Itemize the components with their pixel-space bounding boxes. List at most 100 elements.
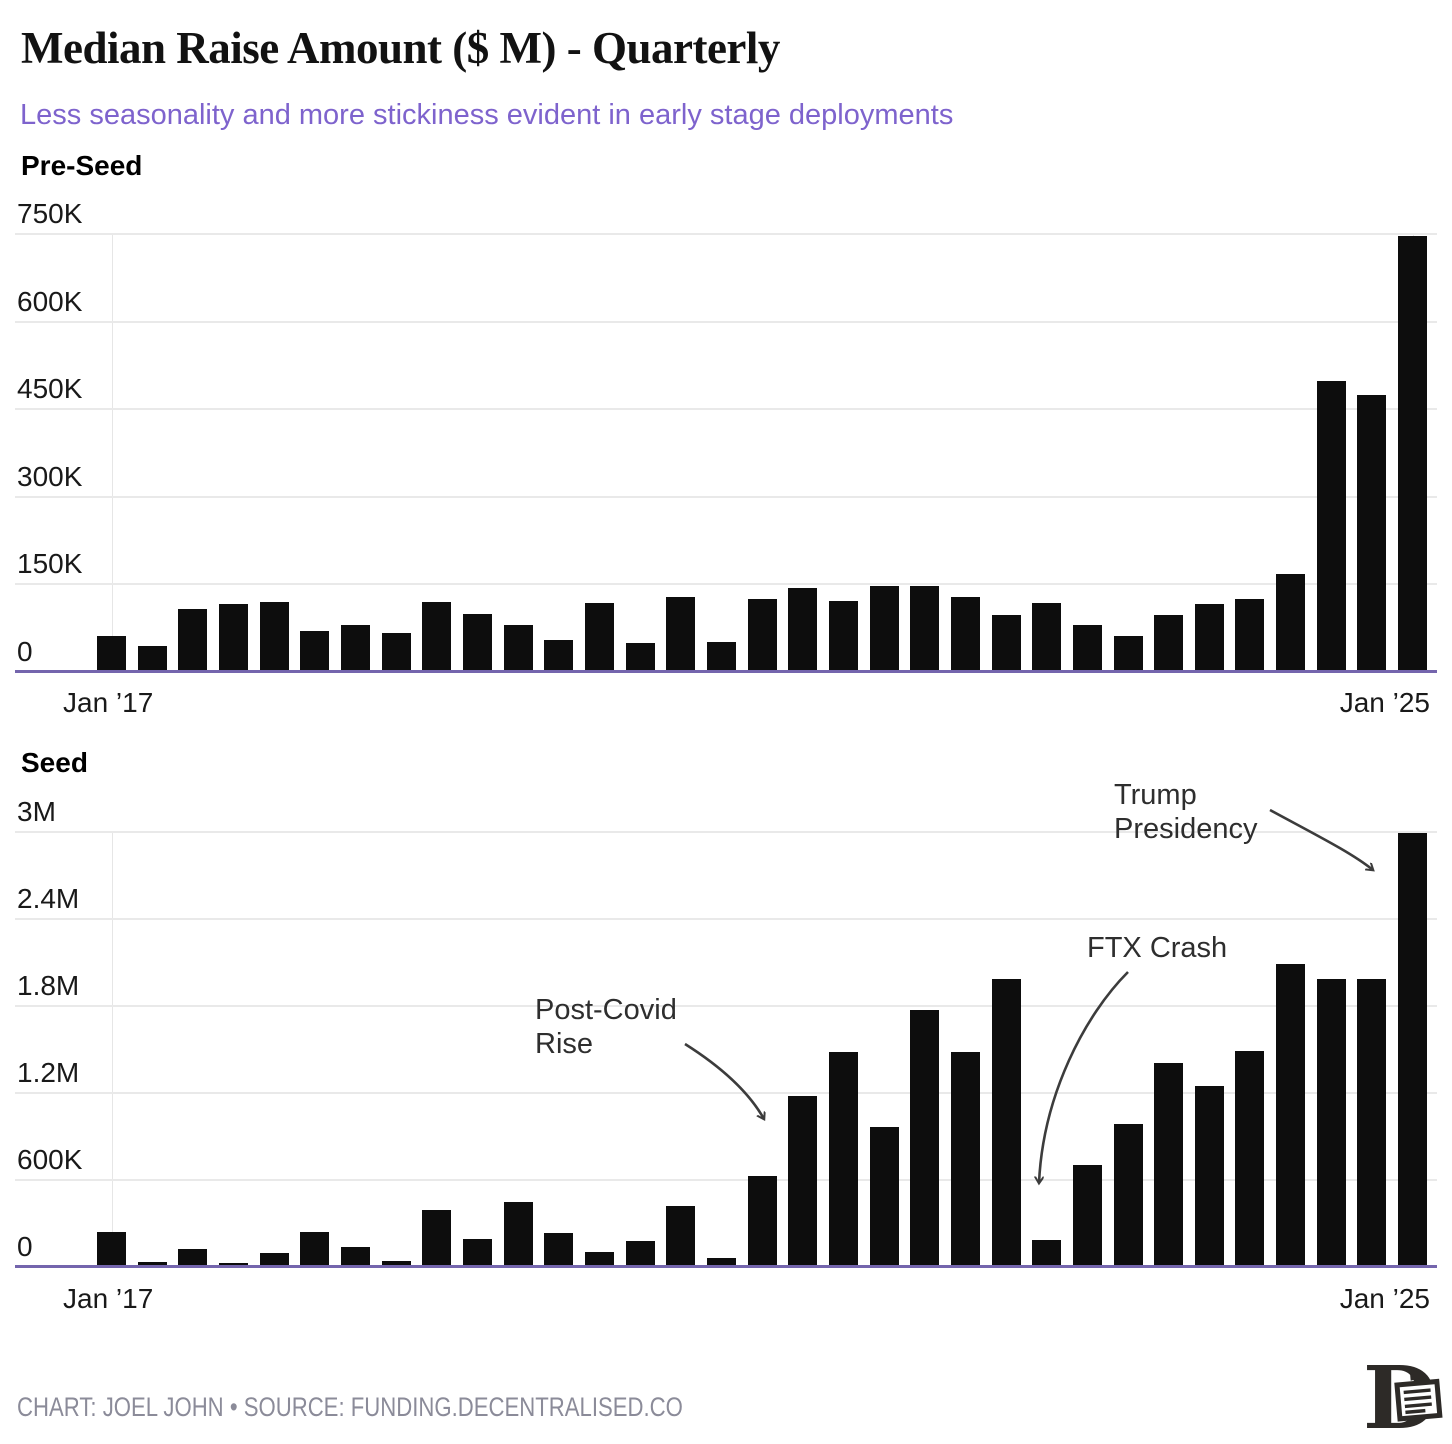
- bar-2018-q3: [340, 624, 370, 672]
- gridline: [15, 1005, 1437, 1007]
- bar-2020-q4: [706, 1257, 736, 1267]
- bar-2017-q1: [97, 1232, 126, 1267]
- bar-2023-q4: [1194, 604, 1224, 672]
- y-tick-label: 2.4M: [17, 883, 80, 914]
- bar-2020-q4: [706, 642, 736, 672]
- bar-2022-q4: [1032, 1240, 1062, 1267]
- x-axis-line: [15, 670, 1437, 673]
- bar-2024-q1: [1235, 599, 1265, 672]
- x-tick-jan-25: Jan ’25: [1339, 687, 1430, 718]
- seed-x-axis: Jan ’17 Jan ’25: [15, 1283, 1437, 1317]
- bar-2024-q3: [1316, 380, 1346, 672]
- bar-2018-q1: [259, 601, 289, 672]
- bar-2025-q1: [1398, 833, 1428, 1267]
- annotation-post-covid-rise: Post-Covid Rise: [535, 993, 677, 1061]
- x-axis-line: [15, 1265, 1437, 1268]
- gridline: [15, 495, 1437, 498]
- x-tick-guide: [111, 234, 113, 672]
- bar-2018-q4: [381, 633, 411, 672]
- seed-chart: 3M 2.4M 1.8M 1.2M 600K 0: [15, 798, 1437, 1268]
- annotation-line: Post-Covid: [535, 994, 677, 1026]
- section-label-pre-seed: Pre-Seed: [21, 150, 143, 181]
- y-tick-label: 750K: [17, 198, 83, 229]
- section-label-seed: Seed: [21, 747, 88, 778]
- pre-seed-chart: 750K 600K 450K 300K 150K 0: [15, 200, 1437, 673]
- bar-2019-q1: [422, 1210, 452, 1267]
- bar-2021-q1: [747, 1175, 777, 1267]
- bar-2024-q2: [1276, 963, 1306, 1267]
- bar-2024-q3: [1316, 979, 1346, 1267]
- bar-2017-q1: [97, 635, 126, 672]
- bar-2018-q2: [300, 630, 330, 672]
- bar-2020-q3: [666, 597, 696, 672]
- bar-2019-q3: [503, 1201, 533, 1267]
- bar-2020-q2: [625, 642, 655, 672]
- bar-2019-q4: [544, 1232, 574, 1267]
- bar-2023-q3: [1154, 614, 1184, 672]
- pre-seed-x-axis: Jan ’17 Jan ’25: [15, 687, 1437, 721]
- bar-2018-q3: [340, 1246, 370, 1267]
- bar-2024-q4: [1357, 979, 1387, 1267]
- gridline: [15, 1179, 1437, 1181]
- y-tick-label: 150K: [17, 548, 83, 580]
- bar-2022-q3: [991, 979, 1021, 1267]
- y-tick-label: 300K: [17, 460, 83, 492]
- y-tick-label: 0: [17, 1231, 33, 1262]
- y-tick-label: 450K: [17, 373, 83, 405]
- bar-2017-q3: [178, 1248, 208, 1267]
- annotation-line: Trump: [1114, 779, 1197, 811]
- bar-2021-q4: [869, 1127, 899, 1267]
- bar-2024-q4: [1357, 395, 1387, 672]
- y-tick-label: 1.2M: [17, 1057, 80, 1088]
- bar-2019-q1: [422, 601, 452, 672]
- y-tick-label: 600K: [17, 1144, 83, 1175]
- bar-2022-q1: [910, 1009, 940, 1267]
- x-tick-guide: [111, 832, 113, 1267]
- y-tick-label: 1.8M: [17, 970, 80, 1001]
- gridline: [15, 408, 1437, 411]
- gridline: [15, 233, 1437, 235]
- x-tick-jan-25: Jan ’25: [1339, 1283, 1430, 1314]
- bar-2022-q2: [950, 1052, 980, 1267]
- bar-2020-q1: [584, 1251, 614, 1267]
- gridline: [15, 831, 1437, 833]
- bar-2018-q4: [381, 1261, 411, 1267]
- bar-2023-q1: [1072, 1164, 1102, 1267]
- bar-2017-q2: [137, 1261, 167, 1267]
- bar-2021-q3: [828, 600, 858, 672]
- bar-2021-q2: [788, 587, 818, 672]
- y-tick-label: 3M: [17, 796, 56, 827]
- bar-2018-q2: [300, 1232, 330, 1267]
- bar-2024-q2: [1276, 573, 1306, 672]
- bar-2024-q1: [1235, 1050, 1265, 1267]
- bar-2020-q2: [625, 1240, 655, 1267]
- bar-2021-q1: [747, 599, 777, 672]
- bar-2017-q4: [218, 1262, 248, 1267]
- bar-2022-q4: [1032, 603, 1062, 672]
- annotation-line: Rise: [535, 1028, 594, 1060]
- bar-2023-q4: [1194, 1086, 1224, 1267]
- bar-2021-q2: [788, 1095, 818, 1267]
- bar-2023-q3: [1154, 1062, 1184, 1267]
- bar-2025-q1: [1398, 236, 1428, 672]
- bar-2023-q2: [1113, 636, 1143, 672]
- gridline: [15, 918, 1437, 920]
- bar-2018-q1: [259, 1253, 289, 1267]
- decentralised-co-logo: D: [1366, 1355, 1443, 1439]
- bar-2017-q2: [137, 645, 167, 672]
- credit-line: CHART: JOEL JOHN • SOURCE: FUNDING.DECEN…: [17, 1392, 683, 1422]
- bar-2021-q4: [869, 585, 899, 672]
- bar-2019-q3: [503, 625, 533, 672]
- bar-2017-q3: [178, 608, 208, 672]
- annotation-ftx-crash: FTX Crash: [1087, 931, 1227, 965]
- gridline: [15, 583, 1437, 586]
- page-title: Median Raise Amount ($ M) - Quarterly: [21, 23, 780, 73]
- y-tick-label: 0: [17, 636, 33, 667]
- page-subtitle: Less seasonality and more stickiness evi…: [20, 99, 954, 131]
- bar-2020-q1: [584, 603, 614, 672]
- bar-2022-q1: [910, 585, 940, 672]
- bar-2019-q4: [544, 640, 574, 672]
- bar-2022-q2: [950, 597, 980, 672]
- annotation-line: Presidency: [1114, 813, 1258, 845]
